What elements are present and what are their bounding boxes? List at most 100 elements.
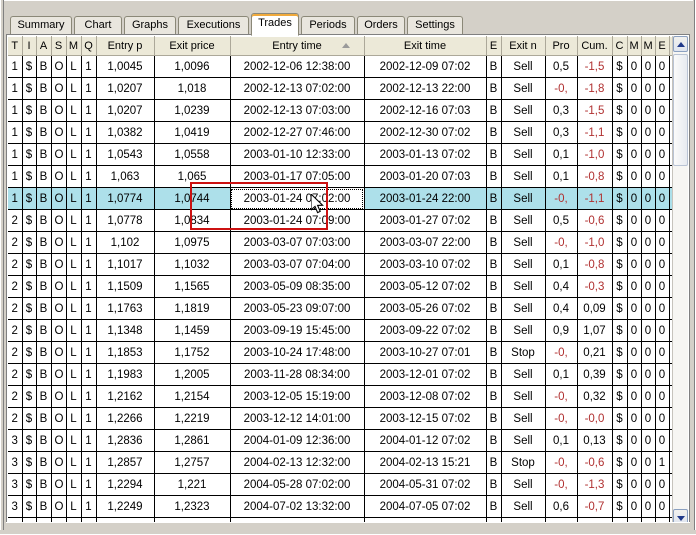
cell-entry_time[interactable]: 2004-02-13 12:32:00	[230, 451, 365, 474]
cell-e2[interactable]: 0	[655, 495, 670, 518]
cell-c[interactable]: $	[612, 495, 628, 518]
cell-m2[interactable]: 0	[627, 297, 642, 320]
cell-e[interactable]: B	[486, 341, 502, 364]
cell-exit_price[interactable]: 1,0744	[154, 187, 231, 210]
cell-c[interactable]: $	[612, 341, 628, 364]
cell-c[interactable]: $	[612, 407, 628, 430]
cell-exit_time[interactable]: 2003-12-15 07:02	[364, 407, 487, 430]
cell-a[interactable]: B	[36, 55, 52, 78]
cell-i[interactable]: $	[22, 297, 37, 320]
cell-t[interactable]: 2	[8, 385, 23, 408]
cell-m3[interactable]: 0	[641, 99, 656, 122]
cell-pro[interactable]: 0,5	[545, 209, 578, 232]
tab-periods[interactable]: Periods	[301, 16, 355, 34]
cell-m[interactable]: L	[66, 473, 82, 496]
cell-m3[interactable]: 0	[641, 253, 656, 276]
cell-e[interactable]: B	[486, 187, 502, 210]
cell-cum[interactable]: -0,7	[577, 495, 613, 518]
cell-m[interactable]: L	[66, 429, 82, 452]
table-row[interactable]: 2 $ B O L 1 1,1763 1,1819 2003-05-23 09:07:00 200…	[8, 297, 675, 320]
cell-t[interactable]: 2	[8, 341, 23, 364]
cell-t[interactable]: 1	[8, 187, 23, 210]
cell-entry_p[interactable]: 1,2294	[96, 473, 155, 496]
cell-e[interactable]: B	[486, 77, 502, 100]
cell-exit_time[interactable]: 2003-01-27 07:02	[364, 209, 487, 232]
cell-cum[interactable]: -1,3	[577, 473, 613, 496]
cell-entry_time[interactable]: 2003-05-23 09:07:00	[230, 297, 365, 320]
table-row[interactable]: 1 $ B O L 1 1,0045 1,0096 2002-12-06 12:38:00 200…	[8, 55, 675, 78]
cell-m3[interactable]: 0	[641, 143, 656, 166]
cell-q[interactable]: 1	[81, 209, 97, 232]
cell-pro[interactable]: -0,	[545, 341, 578, 364]
cell-q[interactable]: 1	[81, 121, 97, 144]
cell-e[interactable]: B	[486, 385, 502, 408]
cell-m[interactable]: L	[66, 143, 82, 166]
cell-a[interactable]: B	[36, 319, 52, 342]
cell-s[interactable]: O	[51, 473, 67, 496]
tab-settings[interactable]: Settings	[407, 16, 463, 34]
cell-cum[interactable]: -0,6	[577, 451, 613, 474]
table-row[interactable]: 3 $ B O L 1 1,2249 1,2323 2004-07-02 13:32:00 200…	[8, 495, 675, 518]
cell-m2[interactable]: 0	[627, 187, 642, 210]
cell-c[interactable]: $	[612, 473, 628, 496]
cell-e[interactable]: B	[486, 319, 502, 342]
cell-m[interactable]: L	[66, 165, 82, 188]
cell-exit_time[interactable]: 2002-12-13 22:00	[364, 77, 487, 100]
cell-t[interactable]: 2	[8, 275, 23, 298]
cell-pro[interactable]: -0,	[545, 385, 578, 408]
cell-m2[interactable]: 0	[627, 209, 642, 232]
cell-q[interactable]: 1	[81, 275, 97, 298]
cell-exit_time[interactable]: 2003-05-12 07:02	[364, 275, 487, 298]
cell-exit_price[interactable]: 1,2757	[154, 451, 231, 474]
cell-s[interactable]: O	[51, 363, 67, 386]
cell-pro[interactable]: -0,	[545, 187, 578, 210]
column-header-cum[interactable]: Cum.	[577, 36, 613, 56]
cell-exit_price[interactable]: 1,018	[154, 77, 231, 100]
cell-entry_p[interactable]: 1,0207	[96, 77, 155, 100]
cell-m2[interactable]: 0	[627, 473, 642, 496]
cell-m3[interactable]: 0	[641, 451, 656, 474]
cell-entry_time[interactable]: 2003-05-09 08:35:00	[230, 275, 365, 298]
cell-m[interactable]: L	[66, 341, 82, 364]
cell-s[interactable]: O	[51, 165, 67, 188]
cell-m[interactable]: L	[66, 495, 82, 518]
cell-s[interactable]: O	[51, 55, 67, 78]
cell-m[interactable]: L	[66, 99, 82, 122]
table-row[interactable]: 3 $ B O L 1 1,2836 1,2861 2004-01-09 12:36:00 200…	[8, 429, 675, 452]
cell-q[interactable]: 1	[81, 473, 97, 496]
cell-entry_time[interactable]: 2004-01-09 12:36:00	[230, 429, 365, 452]
cell-exit_time[interactable]: 2003-01-20 07:03	[364, 165, 487, 188]
cell-m[interactable]: L	[66, 253, 82, 276]
cell-m3[interactable]: 0	[641, 275, 656, 298]
cell-m3[interactable]: 0	[641, 385, 656, 408]
cell-m2[interactable]: 0	[627, 121, 642, 144]
cell-a[interactable]: B	[36, 363, 52, 386]
cell-c[interactable]: $	[612, 231, 628, 254]
table-row[interactable]: 2 $ B O L 1 1,1509 1,1565 2003-05-09 08:35:00 200…	[8, 275, 675, 298]
cell-cum[interactable]: -0,8	[577, 253, 613, 276]
cell-entry_time[interactable]: 2004-07-02 13:32:00	[230, 495, 365, 518]
cell-cum[interactable]: 0,39	[577, 363, 613, 386]
cell-a[interactable]: B	[36, 385, 52, 408]
cell-q[interactable]: 1	[81, 363, 97, 386]
table-row[interactable]: 1 $ B O L 1 1,0543 1,0558 2003-01-10 12:33:00 200…	[8, 143, 675, 166]
cell-i[interactable]: $	[22, 451, 37, 474]
cell-a[interactable]: B	[36, 473, 52, 496]
cell-q[interactable]: 1	[81, 319, 97, 342]
cell-c[interactable]: $	[612, 99, 628, 122]
cell-entry_p[interactable]: 1,2266	[96, 407, 155, 430]
cell-e2[interactable]: 0	[655, 165, 670, 188]
cell-exit_time[interactable]: 2002-12-09 07:02	[364, 55, 487, 78]
cell-t[interactable]: 2	[8, 319, 23, 342]
cell-e2[interactable]: 0	[655, 473, 670, 496]
cell-s[interactable]: O	[51, 297, 67, 320]
table-row[interactable]: 3 $ B O L 1 1,2857 1,2757 2004-02-13 12:32:00 200…	[8, 451, 675, 474]
cell-exit_price[interactable]: 1,2219	[154, 407, 231, 430]
cell-cum[interactable]: -1,8	[577, 77, 613, 100]
cell-exit_price[interactable]: 1,0558	[154, 143, 231, 166]
cell-pro[interactable]: -0,	[545, 77, 578, 100]
cell-m[interactable]: L	[66, 275, 82, 298]
cell-exit_n[interactable]: Sell	[501, 209, 546, 232]
cell-exit_n[interactable]: Sell	[501, 275, 546, 298]
cell-a[interactable]: B	[36, 275, 52, 298]
